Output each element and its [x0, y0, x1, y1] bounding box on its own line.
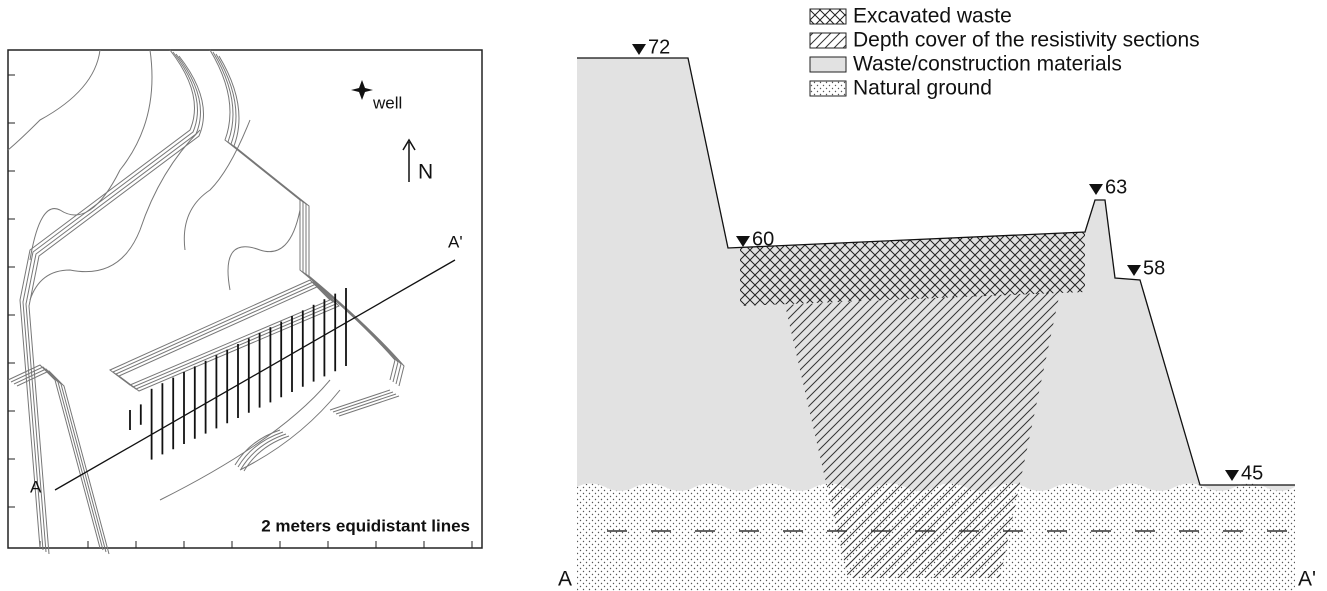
contour: [335, 393, 397, 415]
contour: [212, 51, 399, 383]
contour: [332, 391, 394, 413]
north-label: N: [418, 161, 433, 184]
elevation-label: 58: [1143, 257, 1165, 279]
contour: [240, 433, 287, 470]
elevation-label: 72: [648, 36, 670, 58]
contour: [218, 55, 405, 387]
cross-section: 72 60 63 58 45 A A': [558, 36, 1316, 591]
well-symbol: [351, 80, 373, 100]
contour: [10, 366, 104, 551]
contour: [118, 285, 340, 392]
section-start-label: A: [558, 568, 572, 591]
contour: [25, 53, 201, 553]
contour: [7, 364, 101, 549]
elevation-marker: [736, 236, 750, 247]
elevation-marker: [1089, 184, 1103, 195]
contour: [22, 51, 198, 551]
map-caption: 2 meters equidistant lines: [261, 516, 470, 535]
well-label: well: [372, 93, 402, 112]
excavated-waste: [740, 232, 1085, 306]
map-start-label: A: [30, 477, 42, 496]
contour: [329, 389, 391, 411]
elevation-label: 63: [1105, 176, 1127, 198]
legend-swatch: [809, 56, 847, 73]
elevation-label: 45: [1241, 462, 1263, 484]
contour: [209, 49, 396, 381]
contour: [338, 395, 400, 417]
contour: [28, 55, 204, 555]
elevation-marker: [1225, 470, 1239, 481]
contour: [234, 429, 281, 466]
elevation-marker: [1127, 265, 1141, 276]
elevation-label: 60: [752, 228, 774, 250]
contour: [215, 53, 402, 385]
legend-swatch: [809, 32, 847, 49]
contour: [237, 431, 284, 468]
north-arrow-head: [402, 138, 416, 151]
contour: [13, 368, 107, 553]
elevation-marker: [632, 44, 646, 55]
profile-line: [54, 259, 456, 491]
legend-label: Waste/construction materials: [853, 53, 1122, 76]
legend-swatch: [809, 8, 847, 25]
section-end-label: A': [1298, 568, 1316, 591]
legend-label: Natural ground: [853, 77, 992, 100]
legend-label: Excavated waste: [853, 5, 1012, 28]
map: well N A A' 2 meters equidistant lines: [7, 49, 483, 555]
contour: [16, 370, 110, 555]
survey-lines: [129, 288, 347, 460]
legend-label: Depth cover of the resistivity sections: [853, 29, 1200, 52]
legend-swatch: [809, 80, 847, 97]
depth-cover: [785, 292, 1060, 578]
map-end-label: A': [448, 232, 463, 251]
ground-surface: [577, 57, 1295, 486]
map-frame: [7, 49, 483, 549]
contour: [19, 49, 195, 549]
